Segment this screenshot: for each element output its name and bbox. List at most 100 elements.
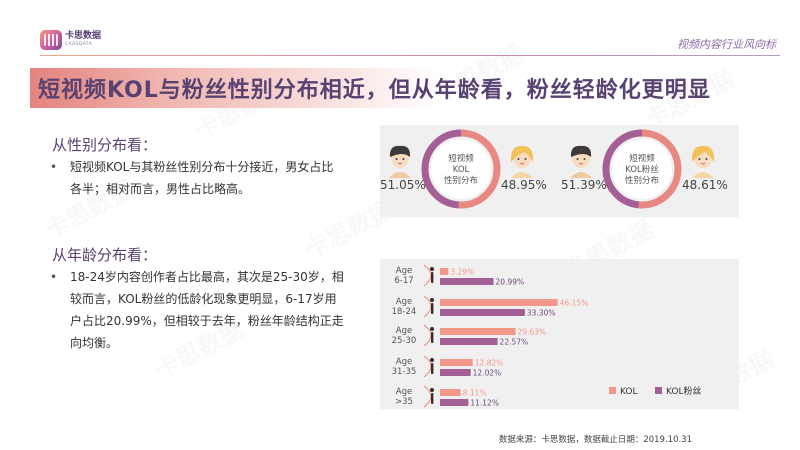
gender-section-heading: 从性别分布看： <box>52 136 158 154</box>
icon-body <box>431 303 434 314</box>
fans-bar <box>440 369 471 376</box>
data-label: 20.99% <box>496 278 525 287</box>
kol-bar <box>440 389 461 396</box>
eye <box>705 158 708 160</box>
icon-bracket <box>423 264 432 287</box>
age-person-icon <box>423 385 434 408</box>
age-section-heading: 从年龄分布看： <box>52 246 158 264</box>
data-source: 数据来源：卡思数据，数据截止日期：2019.10.31 <box>498 435 692 445</box>
eye <box>576 158 579 160</box>
male-avatar-icon <box>570 145 592 178</box>
shoulders <box>389 172 411 178</box>
eye <box>698 158 701 160</box>
y-tick-label: Age <box>396 387 412 397</box>
age-bar-chart: Age6-173.29%20.99%Age18-2446.15%33.30%Ag… <box>392 264 702 408</box>
data-label: 29.63% <box>518 328 547 337</box>
shoulders <box>692 172 714 178</box>
icon-head <box>430 358 434 362</box>
mouth <box>397 162 403 165</box>
bullet-line: 各半；相对而言，男性占比略高。 <box>70 182 251 196</box>
eye <box>583 158 586 160</box>
kol-bar <box>440 359 473 366</box>
fans-bar <box>440 309 525 316</box>
icon-body <box>431 332 434 343</box>
icon-bracket <box>423 324 432 347</box>
age-chart-panel: Age 6-17 3.29% 20.99% Age 18-24 46.15% 33.30% Ag… <box>380 259 739 409</box>
data-label: 22.57% <box>500 338 529 347</box>
mouth <box>578 162 584 165</box>
age-person-icon <box>423 264 434 287</box>
icon-bracket <box>423 295 432 318</box>
shoulders <box>511 172 533 178</box>
icon-bracket <box>423 385 432 408</box>
icon-head <box>430 267 434 271</box>
kol-bar <box>440 328 516 335</box>
donut-title-line: KOL <box>453 165 470 175</box>
donut-hole <box>431 139 491 199</box>
legend-swatch <box>655 387 662 394</box>
brand-logo: 卡思数据 CAASDATA <box>40 30 101 50</box>
y-tick-label: Age <box>396 326 412 336</box>
donut-slice <box>602 129 643 209</box>
donut-title-line: 短视频 <box>629 153 655 164</box>
kol-female-pct: 48.95% <box>501 178 547 192</box>
donut-title-line: 性别分布 <box>444 175 478 186</box>
donut-title-line: KOL粉丝 <box>625 164 659 175</box>
age-person-icon <box>423 324 434 347</box>
y-tick-label: Age <box>396 297 412 307</box>
mouth <box>700 162 706 165</box>
donut-slice <box>638 129 682 209</box>
donut-slice <box>458 129 501 209</box>
hair <box>389 145 411 157</box>
data-label: 8.11% <box>463 389 487 398</box>
header-tag: 视频内容行业风向标 <box>677 38 776 51</box>
fans-female-pct: 48.61% <box>682 178 728 192</box>
icon-head <box>430 298 434 302</box>
female-avatar-icon <box>510 145 534 178</box>
fans-bar <box>440 278 494 285</box>
title-highlight <box>30 68 690 108</box>
icon-body <box>431 393 434 404</box>
hair <box>510 145 534 162</box>
male-avatar-icon <box>389 145 411 178</box>
legend-label: KOL <box>620 387 638 397</box>
donut-title-line: 性别分布 <box>625 175 659 186</box>
page-title: 短视频KOL与粉丝性别分布相近，但从年龄看，粉丝轻龄化更明显 <box>38 78 711 103</box>
kol-bar <box>440 299 558 306</box>
logo-icon <box>40 30 62 50</box>
donut-slice <box>421 129 462 209</box>
eye <box>402 158 405 160</box>
eye <box>524 158 527 160</box>
bullet-dot: • <box>50 160 58 174</box>
age-person-icon <box>423 295 434 318</box>
age-person-icon <box>423 355 434 378</box>
bullet-line: 户占比20.99%，但相较于去年，粉丝年龄结构正走 <box>70 314 344 328</box>
data-label: 3.29% <box>450 268 474 277</box>
data-label: 46.15% <box>560 299 589 308</box>
mouth <box>519 162 525 165</box>
eye <box>517 158 520 160</box>
header-divider <box>40 55 780 56</box>
kol-male-pct: 51.05% <box>380 178 426 192</box>
gender-chart-panel: 短视频 KOL 性别分布 短视频 KOL粉丝 性别分布 51.05% 48.95% 51.… <box>380 125 739 217</box>
bullet-line: 18-24岁内容创作者占比最高，其次是25-30岁，相 <box>70 270 344 284</box>
bullet-line: 短视频KOL与其粉丝性别分布十分接近，男女占比 <box>70 160 334 174</box>
legend-swatch <box>609 387 616 394</box>
y-tick-label: 25-30 <box>392 336 417 346</box>
data-label: 11.12% <box>470 399 499 408</box>
bullet-line: 向均衡。 <box>70 336 119 350</box>
data-label: 33.30% <box>527 309 556 318</box>
donut-hole <box>612 139 672 199</box>
icon-bracket <box>423 355 432 378</box>
legend-label: KOL粉丝 <box>666 385 702 397</box>
hair <box>570 145 592 157</box>
y-tick-label: Age <box>396 266 412 276</box>
brand-name: 卡思数据 <box>65 31 102 42</box>
page-title-bar: 短视频KOL与粉丝性别分布相近，但从年龄看，粉丝轻龄化更明显 <box>30 68 782 108</box>
y-tick-label: 18-24 <box>392 307 417 317</box>
icon-body <box>431 272 434 283</box>
icon-head <box>430 327 434 331</box>
